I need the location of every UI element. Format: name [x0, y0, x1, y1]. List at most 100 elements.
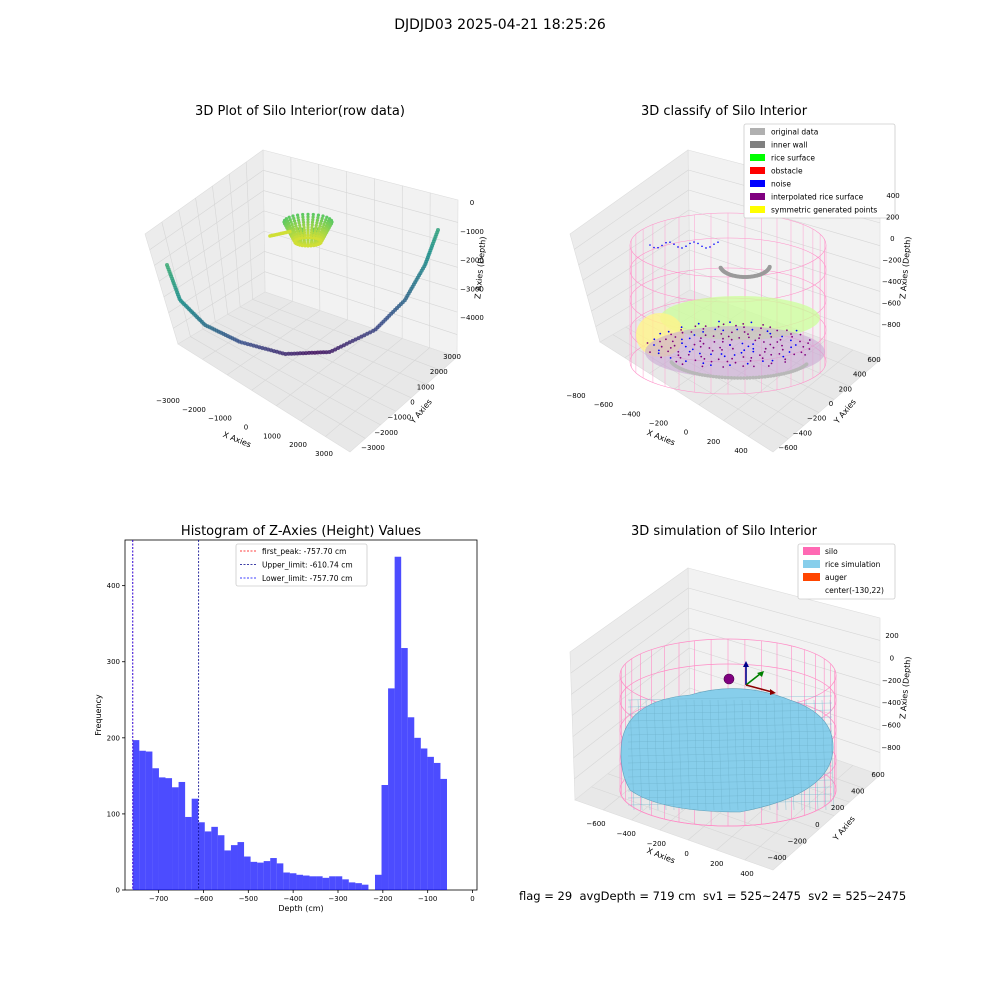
- plot2-point: [681, 338, 683, 341]
- plot2-point: [791, 335, 793, 338]
- plot3-bar: [198, 822, 205, 890]
- plot2-point: [758, 337, 760, 339]
- plot1-point: [368, 330, 373, 335]
- plot3-bar: [263, 861, 271, 890]
- plot1-x-tick: 3000: [315, 450, 333, 458]
- plot2-point: [674, 336, 677, 338]
- plot2-point: [750, 321, 753, 324]
- plot4-y-tick: 600: [871, 771, 884, 779]
- plot2-point: [729, 376, 734, 380]
- plot4-rice-mesh: [669, 699, 675, 811]
- plot2-point: [669, 357, 672, 359]
- plot2-x-tick: 400: [734, 447, 747, 455]
- plot1-grid: [263, 210, 458, 268]
- plot4-grid: [688, 587, 881, 641]
- plot2-point: [731, 331, 733, 334]
- plot1-point: [306, 230, 310, 234]
- plot2-point: [693, 334, 696, 336]
- plot2-point: [732, 376, 737, 380]
- plot1-point: [309, 230, 314, 235]
- plot2-point: [738, 376, 743, 380]
- plot2-point: [705, 247, 707, 249]
- plot1-point: [318, 224, 322, 228]
- plot3-xtick-label: −400: [284, 895, 303, 903]
- plot2-point: [729, 344, 731, 346]
- plot4-grid: [570, 587, 689, 674]
- plot2-point: [743, 331, 746, 333]
- plot4-silo-front: [619, 789, 837, 827]
- plot4-axes: [569, 543, 896, 871]
- plot4-rice-mesh: [627, 758, 833, 764]
- plot1-point: [306, 215, 310, 219]
- plot4-y-tick: −400: [767, 854, 786, 862]
- plot2-point: [688, 337, 691, 340]
- plot1-grid: [264, 271, 458, 335]
- plot2-point: [743, 349, 746, 352]
- plot4-rice-mesh: [733, 699, 739, 811]
- plot2-point: [717, 375, 721, 379]
- plot3-bar: [316, 876, 323, 890]
- plot2-point: [790, 333, 792, 335]
- plot2-legend-swatch: [750, 128, 765, 135]
- plot2-point: [726, 360, 729, 363]
- plot1-point: [307, 350, 311, 355]
- plot4-title: 3D simulation of Silo Interior: [631, 524, 817, 539]
- plot1-grid: [212, 185, 229, 315]
- plot2-legend-label: inner wall: [771, 141, 808, 150]
- plot1-point: [291, 225, 295, 229]
- plot3-bar: [172, 787, 179, 890]
- plot1-point: [296, 216, 300, 220]
- plot2-point: [699, 352, 701, 355]
- plot2-legend-label: rice surface: [771, 154, 815, 163]
- plot2-point: [784, 361, 787, 363]
- plot2-point: [669, 347, 672, 349]
- plot2-z-tick: −400: [882, 278, 901, 286]
- plot2-point: [794, 344, 797, 346]
- plot1-point: [347, 340, 352, 345]
- plot4-rice-mesh: [717, 699, 723, 811]
- plot2-point: [808, 339, 811, 341]
- plot4-axis-y-head: [757, 671, 764, 677]
- plot1-point: [295, 351, 300, 356]
- plot4-rice-mesh: [805, 699, 811, 811]
- plot1-point: [314, 243, 318, 247]
- plot2-point: [804, 354, 806, 356]
- plot1-point: [298, 223, 302, 227]
- plot1-grid: [190, 336, 366, 439]
- plot3-ylabel: Frequency: [94, 694, 103, 736]
- plot4-axis-z-head: [743, 661, 749, 667]
- plot1-point: [301, 351, 306, 356]
- plot2-point: [718, 265, 723, 270]
- plot4-rice-mesh: [773, 699, 779, 811]
- plot3-bar: [309, 876, 317, 890]
- plot1-point: [296, 231, 300, 236]
- plot4-legend-label: center(-130,22): [825, 586, 884, 595]
- plot4-legend-label: auger: [825, 573, 848, 582]
- plot2-point: [711, 374, 716, 379]
- plot2-point: [710, 360, 713, 363]
- plot2-legend-label: symmetric generated points: [771, 206, 877, 215]
- plot1-point: [292, 219, 297, 223]
- figure-suptitle: DJDJD03 2025-04-21 18:25:26: [394, 17, 606, 33]
- plot2-point: [693, 343, 696, 346]
- plot2-point: [653, 338, 656, 341]
- plot2-point: [720, 353, 723, 355]
- plot3-bar: [244, 856, 251, 890]
- plot3-xtick-label: 0: [470, 895, 474, 903]
- plot2-y-tick: −600: [778, 444, 797, 452]
- plot4-rice-mesh: [627, 695, 833, 701]
- plot1-grid: [429, 192, 431, 348]
- plot1-point: [301, 215, 305, 219]
- plot2-point: [769, 374, 773, 378]
- plot2-point: [714, 328, 717, 331]
- plot4-rice-mesh: [741, 699, 747, 811]
- plot4-rice-mesh: [627, 765, 833, 771]
- plot2-point: [669, 241, 671, 243]
- plot1-point: [285, 219, 290, 223]
- plot2-grid: [612, 334, 789, 440]
- plot3-bar: [283, 872, 290, 890]
- plot3-bar: [440, 778, 447, 890]
- plot2-legend-swatch: [750, 141, 765, 148]
- plot3-bar: [302, 875, 310, 890]
- plot1-point: [300, 233, 304, 237]
